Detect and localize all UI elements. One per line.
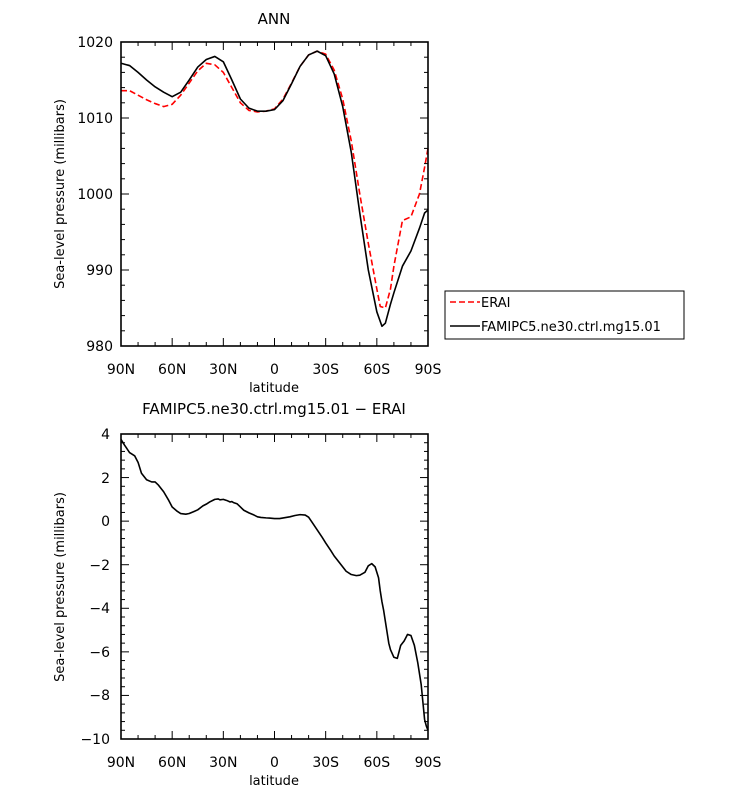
legend: ERAI FAMIPC5.ne30.ctrl.mg15.01 <box>444 290 685 340</box>
legend-label-model: FAMIPC5.ne30.ctrl.mg15.01 <box>481 320 661 335</box>
bottom-panel: FAMIPC5.ne30.ctrl.mg15.01 − ERAI 90N 60N… <box>53 400 441 789</box>
bottom-x-tick-label: 60N <box>158 755 186 771</box>
legend-label-erai: ERAI <box>481 296 510 311</box>
bottom-y-tick-label: 2 <box>101 471 110 487</box>
bottom-x-tick-labels: 90N 60N 30N 0 30S 60S 90S <box>107 755 442 771</box>
bottom-y-tick-label: 4 <box>101 427 110 443</box>
bottom-x-tick-label: 90S <box>415 755 442 771</box>
top-y-tick-label: 990 <box>86 263 113 279</box>
top-y-tick-label: 1000 <box>77 187 113 203</box>
top-series-line-1 <box>120 50 429 328</box>
top-y-tick-labels: 980 990 1000 1010 1020 <box>77 35 113 355</box>
bottom-x-tick-label: 30N <box>209 755 237 771</box>
top-chart-title: ANN <box>258 10 291 28</box>
bottom-plot-frame <box>120 433 429 740</box>
top-series-lines <box>120 50 429 328</box>
top-plot-frame <box>120 41 429 347</box>
bottom-y-tick-label: −4 <box>89 601 110 617</box>
bottom-y-tick-labels: −10 −8 −6 −4 −2 0 2 4 <box>80 427 110 748</box>
bottom-x-tick-label: 90N <box>107 755 135 771</box>
top-y-tick-label: 980 <box>86 339 113 355</box>
bottom-y-axis-label: Sea-level pressure (millibars) <box>53 492 68 682</box>
top-y-tick-label: 1020 <box>77 35 113 51</box>
bottom-series-line-0 <box>120 439 429 731</box>
bottom-y-tick-label: −6 <box>89 645 110 661</box>
bottom-y-tick-label: −2 <box>89 558 110 574</box>
top-x-tick-label: 90N <box>107 362 135 378</box>
legend-box <box>444 290 685 340</box>
bottom-x-tick-label: 30S <box>312 755 339 771</box>
bottom-axis-ticks <box>120 433 429 740</box>
bottom-y-tick-label: −10 <box>80 732 110 748</box>
top-panel: ANN 90N 60N 30N 0 30S 60S 90S 980 990 10… <box>53 10 685 396</box>
bottom-x-axis-label: latitude <box>249 774 299 789</box>
top-series-line-0 <box>121 50 429 309</box>
top-x-axis-label: latitude <box>249 381 299 396</box>
top-x-tick-label: 30N <box>209 362 237 378</box>
top-x-tick-label: 30S <box>312 362 339 378</box>
bottom-x-tick-label: 0 <box>270 755 279 771</box>
top-axis-ticks <box>120 41 429 347</box>
top-y-tick-label: 1010 <box>77 111 113 127</box>
top-x-tick-label: 60N <box>158 362 186 378</box>
bottom-series-lines <box>120 439 429 731</box>
top-x-tick-label: 60S <box>363 362 390 378</box>
top-y-axis-label: Sea-level pressure (millibars) <box>53 99 68 289</box>
top-x-tick-label: 90S <box>415 362 442 378</box>
bottom-y-tick-label: −8 <box>89 688 110 704</box>
top-x-tick-labels: 90N 60N 30N 0 30S 60S 90S <box>107 362 442 378</box>
bottom-y-tick-label: 0 <box>101 514 110 530</box>
top-x-tick-label: 0 <box>270 362 279 378</box>
bottom-chart-title: FAMIPC5.ne30.ctrl.mg15.01 − ERAI <box>142 400 406 418</box>
bottom-x-tick-label: 60S <box>363 755 390 771</box>
